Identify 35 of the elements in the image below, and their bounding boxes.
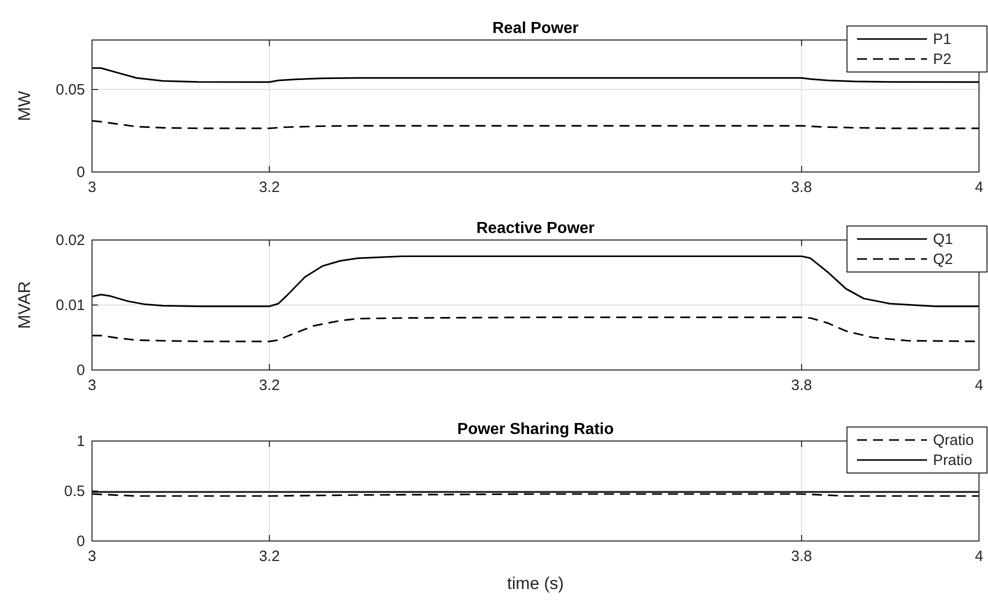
x-tick-label: 3.2: [258, 377, 280, 394]
y-tick-label: 0.5: [64, 483, 85, 500]
legend-label: Q1: [933, 231, 954, 248]
x-tick-label: 4: [974, 548, 984, 565]
y-tick-label: 0.02: [56, 232, 85, 249]
line-series: [91, 120, 980, 130]
y-tick-label: 1: [76, 433, 85, 450]
x-tick-label: 3.8: [791, 377, 812, 394]
y-tick-label: 0: [76, 362, 85, 379]
x-tick-label: 3.8: [791, 179, 812, 196]
chart-title: Power Sharing Ratio: [457, 421, 614, 438]
y-tick-label: 0: [76, 533, 85, 550]
x-tick-label: 3.8: [791, 548, 812, 565]
y-axis-title: MVAR: [15, 281, 34, 329]
legend-label: Qratio: [933, 432, 974, 449]
legend-label: Q2: [933, 251, 954, 268]
y-tick-label: 0.01: [56, 297, 85, 314]
x-tick-label: 3: [88, 377, 96, 394]
chart-title: Reactive Power: [476, 220, 595, 237]
y-tick-label: 0: [76, 164, 85, 181]
x-tick-label: 3: [88, 548, 96, 565]
legend-label: P1: [933, 31, 952, 48]
x-tick-label: 4: [974, 377, 984, 394]
line-series: [91, 67, 980, 83]
x-tick-label: 4: [974, 179, 984, 196]
y-tick-label: 0.05: [56, 82, 85, 98]
legend-label: P2: [933, 51, 952, 68]
y-axis-title: MW: [15, 90, 34, 122]
x-axis-title: time (s): [507, 574, 564, 593]
chart-title: Real Power: [492, 20, 579, 37]
x-tick-label: 3.2: [258, 548, 280, 565]
x-tick-label: 3.2: [258, 179, 280, 196]
line-series: [91, 255, 980, 308]
legend-label: Pratio: [933, 452, 972, 469]
x-tick-label: 3: [88, 179, 96, 196]
